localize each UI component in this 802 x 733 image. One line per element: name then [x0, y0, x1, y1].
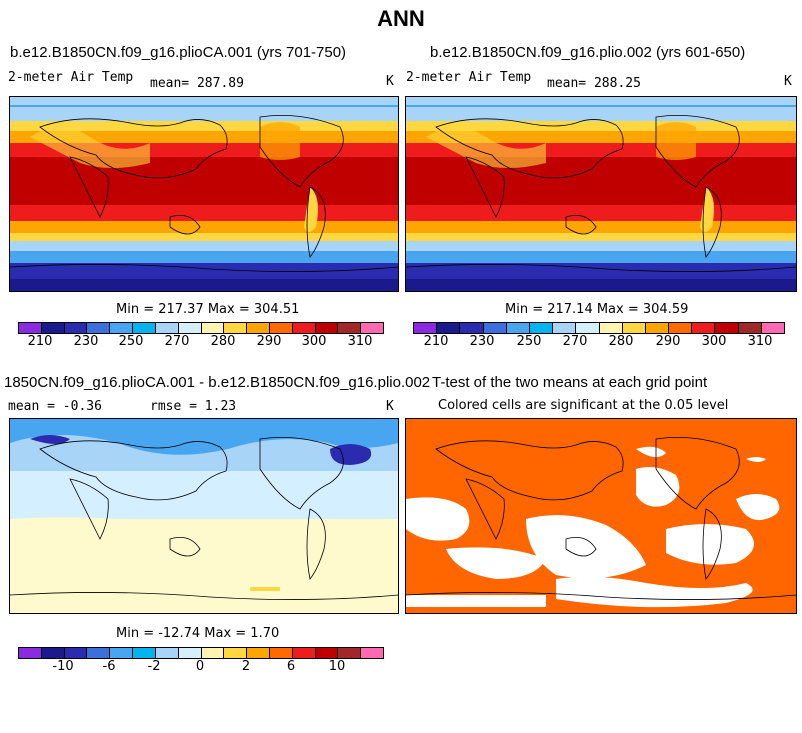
colorbar-tick: 290: [655, 334, 681, 349]
panel1-units: K: [386, 74, 394, 89]
panel3-units: K: [386, 399, 394, 414]
panel3-rmse: rmse = 1.23: [150, 399, 237, 414]
panel2-colorbar-ticks: 210 230 250 270 280 290 300 310: [413, 334, 783, 352]
panel2-title: b.e12.B1850CN.f09_g16.plio.002 (yrs 601-…: [430, 44, 746, 61]
colorbar-tick: 300: [301, 334, 327, 349]
colorbar-tick: 270: [562, 334, 588, 349]
colorbar-tick: 10: [328, 659, 346, 674]
panel4-ttest-map: [405, 418, 797, 614]
colorbar-tick: 280: [210, 334, 236, 349]
colorbar-tick: 310: [347, 334, 373, 349]
figure-title: ANN: [377, 6, 425, 31]
panel2-variable: 2-meter Air Temp: [406, 70, 532, 85]
panel2-colorbar: [413, 322, 785, 334]
panel1-title: b.e12.B1850CN.f09_g16.plioCA.001 (yrs 70…: [10, 44, 347, 61]
panel1-map-svg: [10, 97, 398, 291]
panel3-difference-map: [9, 418, 399, 614]
colorbar-tick: 2: [241, 659, 251, 674]
panel4-subtitle: Colored cells are significant at the 0.0…: [438, 398, 729, 413]
panel1-colorbar: [18, 322, 384, 334]
panel3-mean: mean = -0.36: [8, 399, 102, 414]
colorbar-tick: 210: [27, 334, 53, 349]
colorbar-tick: 280: [608, 334, 634, 349]
colorbar-tick: -6: [102, 659, 116, 674]
panel2-mean: mean= 288.25: [547, 76, 641, 91]
panel2-temperature-map: [405, 96, 797, 292]
panel1-temperature-map: [9, 96, 399, 292]
panel3-map-svg: [10, 419, 398, 613]
colorbar-tick: 250: [118, 334, 144, 349]
panel1-colorbar-ticks: 210 230 250 270 280 290 300 310: [18, 334, 382, 352]
colorbar-tick: -2: [147, 659, 161, 674]
panel4-map-svg: [406, 419, 796, 613]
panel1-variable: 2-meter Air Temp: [8, 70, 134, 85]
colorbar-tick: 270: [164, 334, 190, 349]
colorbar-tick: -10: [52, 659, 74, 674]
panel4-title: T-test of the two means at each grid poi…: [432, 374, 708, 391]
panel2-units: K: [784, 74, 792, 89]
panel2-map-svg: [406, 97, 796, 291]
panel1-mean: mean= 287.89: [150, 76, 244, 91]
colorbar-tick: 250: [516, 334, 542, 349]
panel3-colorbar: [18, 647, 384, 659]
colorbar-tick: 290: [256, 334, 282, 349]
colorbar-tick: 230: [73, 334, 99, 349]
colorbar-tick: 6: [286, 659, 296, 674]
panel3-colorbar-ticks: -10 -6 -2 0 2 6 10: [18, 659, 382, 677]
colorbar-tick: 210: [423, 334, 449, 349]
panel1-stats: Min = 217.37 Max = 304.51: [116, 302, 300, 317]
colorbar-tick: 0: [195, 659, 205, 674]
colorbar-tick: 310: [747, 334, 773, 349]
panel3-stats: Min = -12.74 Max = 1.70: [116, 626, 280, 641]
panel3-title: 1850CN.f09_g16.plioCA.001 - b.e12.B1850C…: [4, 374, 431, 391]
panel2-stats: Min = 217.14 Max = 304.59: [505, 302, 689, 317]
colorbar-tick: 300: [701, 334, 727, 349]
colorbar-tick: 230: [469, 334, 495, 349]
